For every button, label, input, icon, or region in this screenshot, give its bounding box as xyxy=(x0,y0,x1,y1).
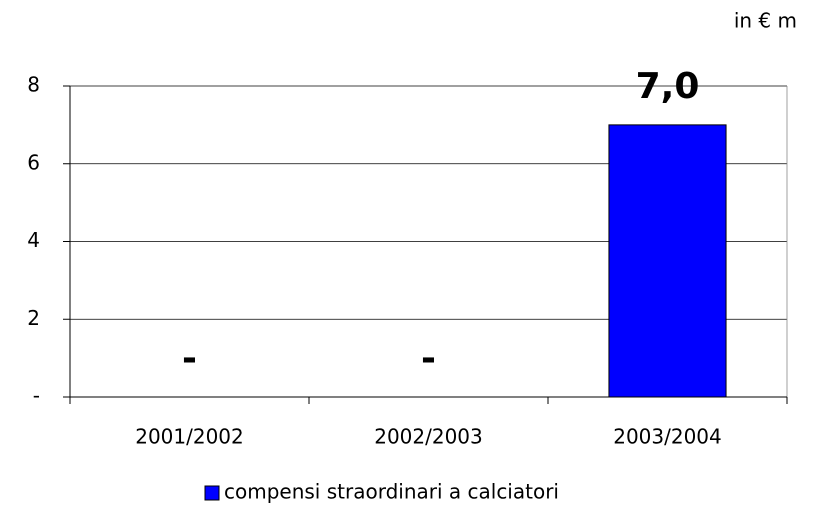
x-tick-label: 2002/2003 xyxy=(374,425,483,449)
y-tick-label: 8 xyxy=(27,73,40,97)
y-tick-label: 4 xyxy=(27,228,40,252)
x-tick-label: 2001/2002 xyxy=(135,425,244,449)
bar xyxy=(608,124,727,398)
value-label: - xyxy=(421,338,436,379)
y-tick-label: - xyxy=(33,384,40,408)
y-tick-label: 6 xyxy=(27,150,40,174)
x-tick-label: 2003/2004 xyxy=(613,425,722,449)
legend-swatch xyxy=(204,485,220,501)
value-label: - xyxy=(182,338,197,379)
y-tick-label: 2 xyxy=(27,306,40,330)
legend-label: compensi straordinari a calciatori xyxy=(224,480,559,504)
unit-label: in € m xyxy=(734,9,797,33)
value-label: 7,0 xyxy=(636,66,700,107)
